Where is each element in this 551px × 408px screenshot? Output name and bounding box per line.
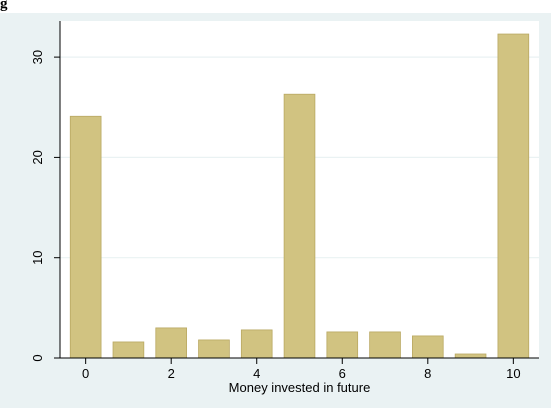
bar-8 <box>412 335 444 359</box>
bar-6 <box>326 331 359 359</box>
y-tick-label: 10 <box>30 250 45 264</box>
bar-1 <box>112 341 145 359</box>
bars <box>69 33 530 359</box>
x-tick-label: 2 <box>168 366 175 381</box>
bar-2 <box>155 327 187 359</box>
y-tick-label: 0 <box>30 354 45 361</box>
x-tick-label: 4 <box>253 366 260 381</box>
bar-9 <box>454 353 487 359</box>
y-tick-label: 30 <box>30 50 45 64</box>
x-axis-label: Money invested in future <box>229 380 371 395</box>
bar-4 <box>240 329 273 359</box>
x-tick-label: 10 <box>506 366 520 381</box>
axes: 0 10 20 30 0 2 4 6 8 10 <box>30 21 539 381</box>
bar-10 <box>497 33 530 359</box>
bar-3 <box>198 339 230 359</box>
page-title: g <box>0 0 8 12</box>
bar-5 <box>283 93 316 359</box>
bar-0 <box>69 115 102 359</box>
x-tick-label: 6 <box>339 366 346 381</box>
y-tick-label: 20 <box>30 150 45 164</box>
x-tick-label: 0 <box>82 366 89 381</box>
bar-7 <box>369 331 401 359</box>
x-tick-label: 8 <box>424 366 431 381</box>
